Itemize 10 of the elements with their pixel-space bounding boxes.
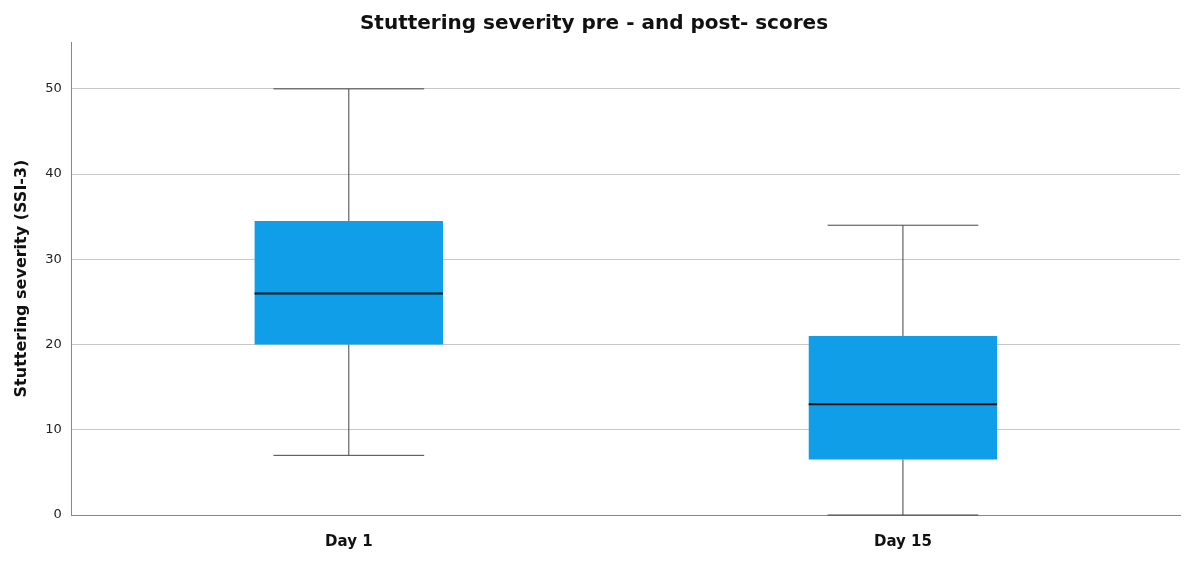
y-tick-label: 0 bbox=[53, 506, 62, 522]
y-tick-label: 10 bbox=[45, 421, 62, 437]
y-tick-label: 30 bbox=[45, 250, 62, 266]
y-tick-label: 50 bbox=[45, 80, 62, 96]
x-tick-label: Day 1 bbox=[325, 531, 373, 550]
chart-title: Stuttering severity pre - and post- scores bbox=[359, 10, 829, 35]
y-tick-label: 20 bbox=[45, 335, 62, 351]
y-axis-title: Stuttering severity (SSI-3) bbox=[10, 159, 30, 398]
x-tick-label: Day 15 bbox=[873, 531, 932, 550]
y-tick-label: 40 bbox=[45, 165, 62, 181]
